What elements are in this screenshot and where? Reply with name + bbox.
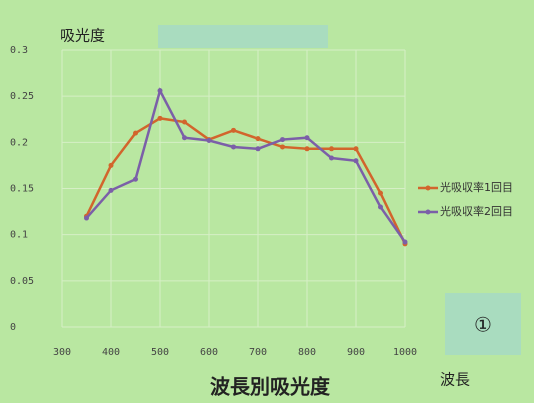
point [182,135,187,141]
point [133,130,138,136]
legend-marker [425,185,431,191]
x-tick-label: 900 [347,347,365,358]
x-tick-label: 800 [298,347,316,358]
point [84,215,89,221]
point [157,88,163,94]
x-tick-label: 500 [151,347,169,358]
point [206,137,212,143]
point [402,239,408,245]
x-tick-label: 400 [102,347,120,358]
y-axis-label: 吸光度 [60,27,105,45]
legend-label: 光吸収率2回目 [440,204,513,218]
y-tick-label: 0.05 [10,276,34,287]
point [280,137,285,143]
point [231,144,236,150]
point [378,190,383,196]
legend-label: 光吸収率1回目 [440,180,513,194]
point [304,135,310,141]
x-tick-label: 700 [249,347,267,358]
point [353,158,359,164]
y-tick-label: 0.1 [10,230,28,241]
point [353,146,359,152]
point [255,136,261,142]
point [182,119,187,125]
point [157,115,163,121]
legend-marker [425,209,431,215]
point [231,127,236,133]
x-axis-label: 波長 [440,371,470,389]
title-placeholder [158,25,328,48]
point [329,146,334,152]
y-tick-label: 0.25 [10,91,34,102]
y-tick-label: 0.3 [10,45,28,56]
point [378,204,383,210]
annotation: ① [474,313,492,337]
point [255,146,261,152]
y-tick-label: 0.2 [10,137,28,148]
point [108,187,114,193]
x-tick-label: 300 [53,347,71,358]
point [108,162,114,168]
point [329,155,334,161]
point [133,176,138,182]
point [304,146,310,152]
x-tick-label: 1000 [393,347,417,358]
series-line [85,87,407,243]
point [280,144,285,150]
y-tick-label: 0 [10,322,16,333]
series-line [85,117,407,245]
annotation-box [445,293,521,355]
chart-title: 波長別吸光度 [210,375,331,399]
x-tick-label: 600 [200,347,218,358]
y-tick-label: 0.15 [10,184,34,195]
